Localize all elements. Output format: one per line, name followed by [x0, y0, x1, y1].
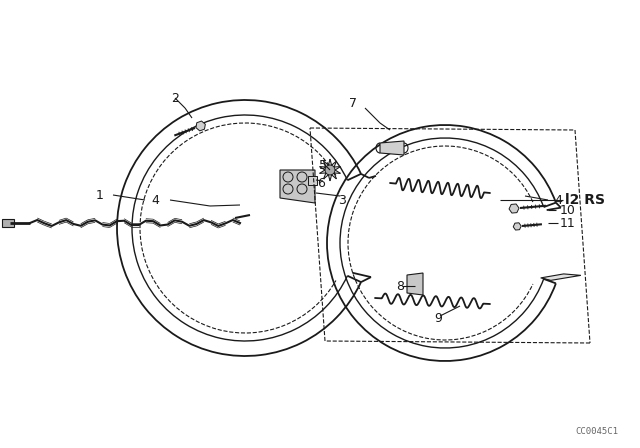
Text: 8: 8 [396, 280, 404, 293]
Polygon shape [407, 273, 423, 295]
Text: 1: 1 [96, 189, 104, 202]
Text: 9: 9 [434, 311, 442, 324]
Polygon shape [509, 204, 519, 213]
Bar [2, 219, 14, 227]
Circle shape [325, 165, 335, 175]
Text: CC0045C1: CC0045C1 [575, 427, 618, 436]
Polygon shape [541, 274, 581, 280]
Text: 3: 3 [338, 194, 346, 207]
Text: l2 RS: l2 RS [565, 193, 605, 207]
Polygon shape [380, 141, 404, 155]
Polygon shape [280, 170, 315, 203]
Text: 4: 4 [554, 194, 562, 207]
Text: 6: 6 [317, 177, 325, 190]
Text: 7: 7 [349, 96, 357, 109]
Text: 11: 11 [560, 216, 576, 229]
Polygon shape [196, 121, 205, 131]
Bar [308, 176, 317, 185]
Text: 5: 5 [319, 159, 327, 172]
Polygon shape [513, 223, 521, 230]
Text: 2: 2 [171, 91, 179, 104]
Text: 4: 4 [151, 194, 159, 207]
Text: 10: 10 [560, 203, 576, 216]
